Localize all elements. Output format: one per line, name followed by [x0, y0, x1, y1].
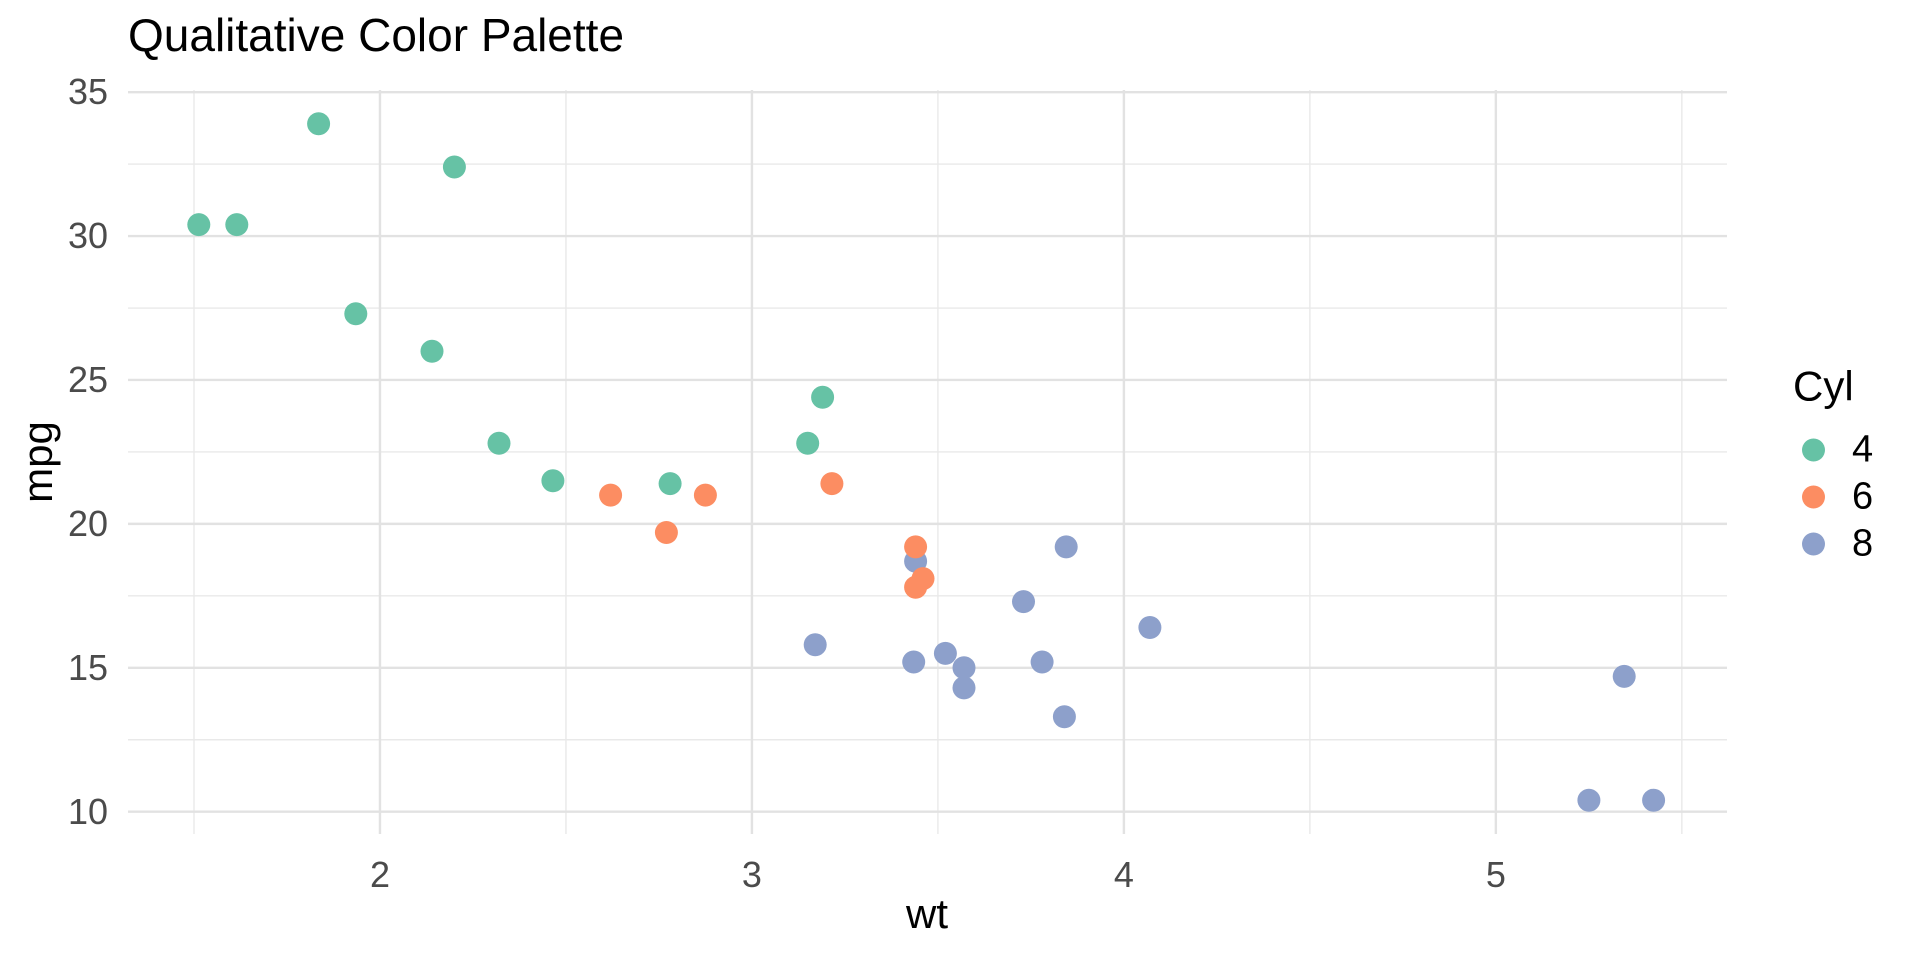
data-point-cyl-8	[952, 676, 976, 700]
data-point-cyl-8	[952, 656, 976, 680]
x-tick-label: 4	[1113, 854, 1134, 895]
data-point-cyl-8	[1012, 590, 1035, 614]
y-tick-label: 20	[67, 502, 108, 544]
data-point-cyl-8	[902, 650, 926, 674]
legend-swatch-icon	[1802, 438, 1825, 462]
data-point-cyl-4	[487, 431, 511, 455]
legend-label: 4	[1852, 428, 1874, 471]
data-point-cyl-4	[442, 155, 466, 179]
data-point-cyl-8	[803, 633, 827, 657]
legend-label: 8	[1852, 522, 1874, 565]
x-tick-label: 2	[369, 854, 390, 895]
data-point-cyl-6	[599, 483, 623, 507]
y-tick-label: 35	[67, 71, 108, 113]
data-point-cyl-8	[1052, 705, 1076, 729]
data-point-cyl-6	[904, 535, 928, 559]
data-point-cyl-8	[1030, 650, 1054, 674]
data-point-cyl-4	[541, 469, 565, 493]
data-point-cyl-6	[820, 472, 844, 496]
data-point-cyl-4	[420, 339, 444, 363]
data-point-cyl-4	[307, 112, 331, 136]
data-point-cyl-6	[904, 575, 928, 599]
data-point-cyl-4	[225, 213, 249, 237]
x-tick-label: 5	[1485, 854, 1506, 895]
y-tick-label: 30	[67, 215, 108, 257]
x-axis-title: wt	[906, 890, 948, 937]
data-point-cyl-8	[933, 641, 957, 665]
y-tick-label: 10	[67, 790, 108, 832]
plot-title: Qualitative Color Palette	[128, 9, 625, 61]
data-point-cyl-8	[1642, 788, 1666, 812]
data-point-cyl-8	[1612, 664, 1636, 688]
legend-item-6: 6	[1793, 474, 1873, 521]
data-point-cyl-6	[693, 483, 717, 507]
data-point-cyl-4	[658, 472, 682, 496]
y-axis-title: mpg	[14, 421, 61, 503]
data-point-cyl-4	[344, 302, 368, 326]
legend-title: Cyl	[1793, 362, 1854, 410]
data-point-cyl-6	[654, 521, 678, 544]
data-point-cyl-4	[187, 213, 211, 237]
data-point-cyl-8	[1138, 616, 1162, 639]
y-tick-label: 15	[67, 646, 108, 688]
data-point-cyl-8	[1054, 535, 1078, 559]
legend-swatch-icon	[1802, 532, 1825, 556]
x-tick-label: 3	[741, 854, 762, 895]
legend-item-4: 4	[1793, 427, 1873, 474]
data-point-cyl-4	[811, 385, 835, 409]
legend-swatch-icon	[1802, 485, 1825, 509]
legend-label: 6	[1852, 475, 1874, 518]
data-point-cyl-8	[1577, 788, 1601, 812]
y-tick-label: 25	[67, 358, 108, 400]
data-point-cyl-4	[796, 431, 820, 455]
legend-item-8: 8	[1793, 521, 1873, 568]
